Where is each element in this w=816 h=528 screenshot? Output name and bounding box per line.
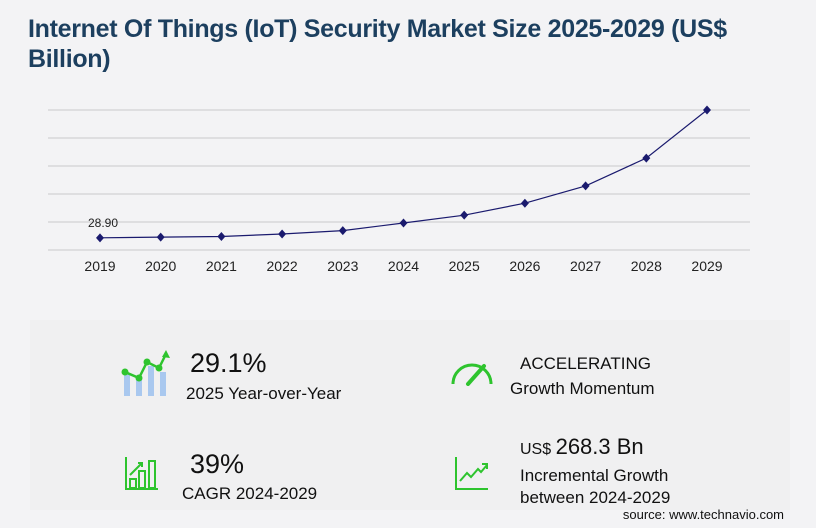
x-tick-label: 2025: [449, 258, 480, 274]
data-point: [96, 233, 104, 243]
x-tick-label: 2028: [631, 258, 662, 274]
yoy-label: 2025 Year-over-Year: [186, 384, 342, 403]
x-tick-label: 2022: [267, 258, 298, 274]
bar-chart-icon: [125, 457, 158, 490]
data-point: [703, 105, 711, 115]
incremental-label-2: between 2024-2029: [520, 488, 671, 507]
currency-prefix: US$: [520, 441, 552, 458]
x-tick-label: 2026: [509, 258, 540, 274]
source-text: source: www.technavio.com: [622, 507, 784, 522]
x-tick-label: 2027: [570, 258, 601, 274]
x-tick-label: 2024: [388, 258, 419, 274]
data-point: [217, 232, 226, 242]
momentum-value: ACCELERATING: [520, 354, 651, 373]
incremental-label-1: Incremental Growth: [520, 466, 669, 485]
data-label: 28.90: [88, 216, 118, 230]
data-point: [460, 210, 469, 220]
trend-up-icon: [455, 457, 488, 490]
data-point: [581, 181, 590, 191]
data-point: [338, 226, 347, 236]
x-tick-label: 2023: [327, 258, 358, 274]
line-chart: 2019 28.90 2020 2021 2022 2023 2024 2025 2026 202…: [48, 105, 750, 274]
stats-panel: [30, 320, 790, 510]
data-point: [399, 218, 408, 228]
x-tick-label: 2021: [206, 258, 237, 274]
yoy-value: 29.1%: [190, 348, 267, 378]
cagr-value: 39%: [190, 449, 245, 479]
incremental-amount: 268.3 Bn: [555, 434, 644, 459]
x-tick-label: 2029: [691, 258, 722, 274]
momentum-label: Growth Momentum: [510, 379, 655, 398]
data-point: [278, 229, 287, 239]
x-tick-label: 2020: [145, 258, 176, 274]
growth-chart-icon: [121, 350, 170, 396]
speedometer-icon: [451, 363, 493, 386]
data-point: [156, 232, 165, 242]
cagr-label: CAGR 2024-2029: [182, 484, 318, 503]
x-tick-label: 2019: [84, 258, 115, 274]
data-point: [520, 198, 529, 208]
incremental-value: US$ 268.3 Bn: [520, 434, 644, 460]
data-point: [642, 153, 651, 163]
chart-title: Internet Of Things (IoT) Security Market…: [28, 15, 727, 73]
